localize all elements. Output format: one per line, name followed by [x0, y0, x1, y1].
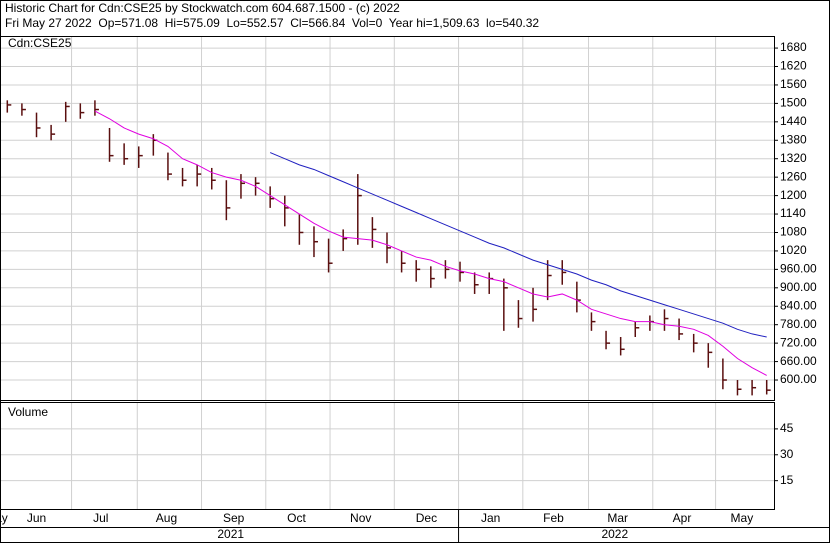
y-tick-label: 15 [780, 473, 794, 487]
x-tick-label: Mar [607, 511, 628, 525]
moving-average [94, 110, 767, 376]
x-tick-label: Jan [481, 511, 500, 525]
x-tick-label: Aug [156, 511, 177, 525]
volume-panel [0, 402, 775, 510]
y-tick-label: 1380 [780, 132, 807, 146]
y-tick-label: 1080 [780, 225, 807, 239]
y-tick-label: 660.00 [780, 354, 817, 368]
y-tick-label: 840.00 [780, 298, 817, 312]
y-tick-label: 780.00 [780, 317, 817, 331]
x-tick-label: Jun [27, 511, 46, 525]
y-tick-label: 45 [780, 421, 794, 435]
y-tick-label: 1560 [780, 77, 807, 91]
y-tick-label: 1140 [780, 206, 806, 220]
volume-label: Volume [8, 405, 48, 419]
y-tick-label: 1260 [780, 169, 807, 183]
x-tick-label: Apr [673, 511, 692, 525]
symbol-label: Cdn:CSE25 [8, 36, 72, 50]
x-tick-label: Dec [416, 511, 437, 525]
y-tick-label: 1440 [780, 114, 807, 128]
x-tick-label: Nov [350, 511, 371, 525]
chart-subtitle: Fri May 27 2022 Op=571.08 Hi=575.09 Lo=5… [5, 16, 539, 30]
y-tick-label: 600.00 [780, 372, 817, 386]
moving-average [269, 152, 767, 338]
year-label: 2021 [217, 527, 244, 541]
price-panel [0, 36, 775, 401]
y-tick-label: 30 [780, 447, 794, 461]
x-tick-label: Sep [223, 511, 245, 525]
x-tick-label: ay [0, 511, 8, 525]
chart-title: Historic Chart for Cdn:CSE25 by Stockwat… [5, 1, 400, 15]
y-tick-label: 960.00 [780, 262, 817, 276]
y-tick-label: 1500 [780, 96, 807, 110]
y-tick-label: 900.00 [780, 280, 817, 294]
y-tick-label: 1620 [780, 59, 807, 73]
y-tick-label: 1200 [780, 188, 807, 202]
y-tick-label: 1680 [780, 40, 807, 54]
x-tick-label: May [731, 511, 754, 525]
y-tick-label: 1020 [780, 243, 807, 257]
y-tick-label: 720.00 [780, 335, 817, 349]
year-label: 2022 [601, 527, 628, 541]
x-tick-label: Feb [543, 511, 564, 525]
y-tick-label: 1320 [780, 151, 807, 165]
x-tick-label: Jul [93, 511, 108, 525]
x-tick-label: Oct [287, 511, 306, 525]
